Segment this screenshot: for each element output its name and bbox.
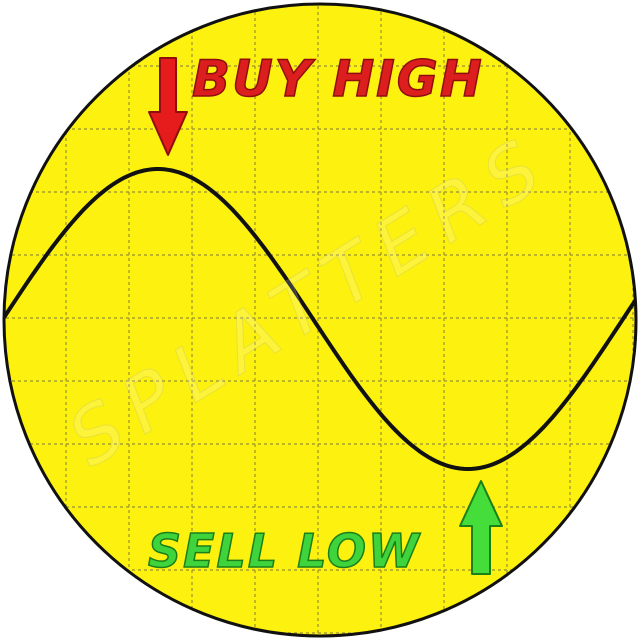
arrow-up-icon — [459, 480, 503, 575]
arrow-down-icon — [148, 57, 188, 156]
sell-low-caption: SELL LOW — [147, 524, 421, 578]
buy-high-caption: BUY HIGH — [191, 50, 484, 108]
yellow-disc — [4, 4, 636, 636]
sine-wave-curve — [4, 167, 636, 472]
